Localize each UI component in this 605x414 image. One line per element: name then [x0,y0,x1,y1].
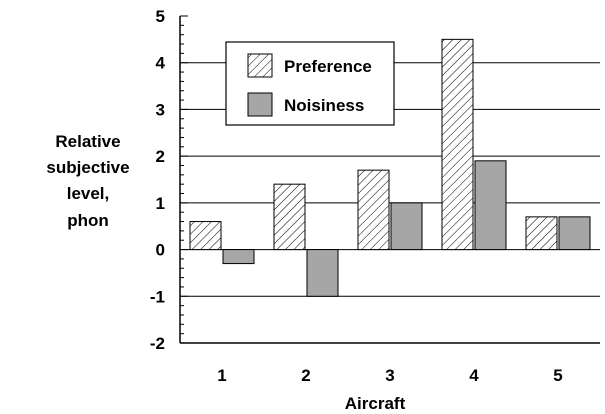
x-tick-label: 4 [469,366,479,385]
y-tick-labels: -2 -1 0 1 2 3 4 5 [150,7,166,353]
y-tick-label: 4 [156,54,166,73]
y-tick-label: -2 [150,334,165,353]
x-axis-title: Aircraft [345,394,406,413]
preference-bar-4 [441,38,474,251]
y-axis-title-line: subjective [46,158,129,177]
y-axis-title-line: Relative [55,132,120,151]
noisiness-bar-4 [474,160,507,251]
y-tick-label: 0 [156,241,165,260]
y-tick-label: 5 [156,7,165,26]
x-tick-labels: 1 2 3 4 5 [217,366,562,385]
y-axis-title-line: level, [67,184,110,203]
x-tick-label: 1 [217,366,226,385]
axes [179,15,600,344]
y-axis-title-line: phon [67,211,109,230]
preference-bar-3 [357,169,390,251]
legend: Preference Noisiness [225,41,395,126]
noisiness-bar-2 [306,249,339,297]
y-tick-label: 3 [156,100,165,119]
preference-bar-1 [189,221,222,251]
preference-bar-2 [273,183,306,251]
preference-bar-5 [525,216,558,251]
x-tick-label: 2 [301,366,310,385]
noisiness-legend-swatch [247,92,273,117]
y-tick-label: 1 [156,194,165,213]
y-tick-label: -1 [150,287,165,306]
y-tick-label: 2 [156,147,165,166]
preference-legend-label: Preference [284,57,372,76]
noisiness-bar-1 [222,249,255,265]
x-tick-label: 5 [553,366,562,385]
noisiness-legend-label: Noisiness [284,96,364,115]
bars [189,38,591,297]
y-axis-title: Relative subjective level, phon [46,132,129,230]
preference-legend-swatch [247,53,273,78]
noisiness-bar-5 [558,216,591,251]
x-tick-label: 3 [385,366,394,385]
noisiness-bar-3 [390,202,423,251]
